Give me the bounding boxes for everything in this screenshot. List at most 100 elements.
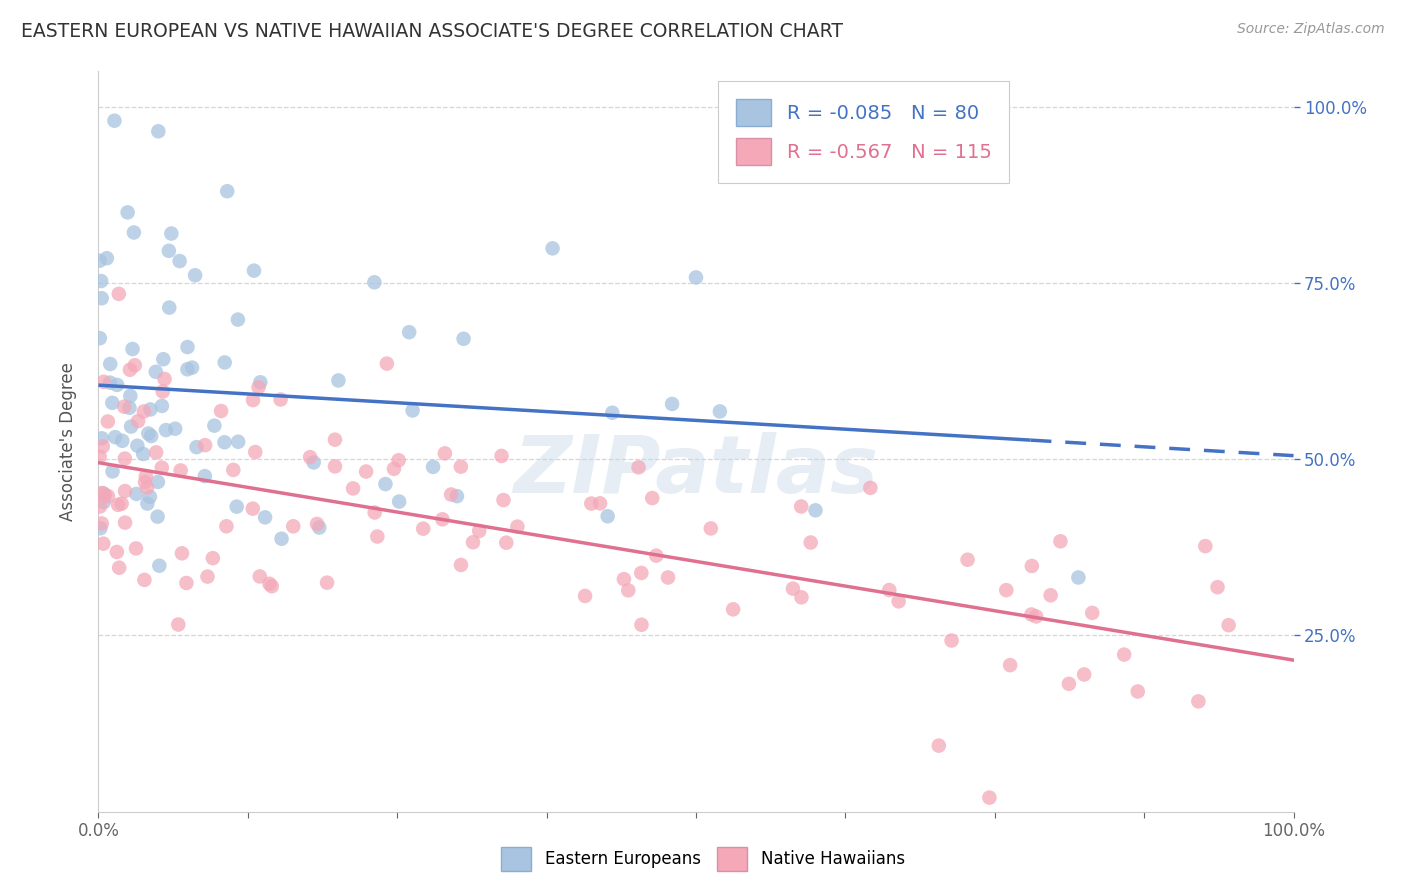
Point	[506, 519, 529, 533]
Point	[254, 510, 277, 524]
Point	[245, 445, 267, 459]
Point	[146, 509, 169, 524]
Point	[630, 617, 652, 632]
Point	[121, 342, 143, 356]
Point	[148, 124, 170, 138]
Point	[136, 426, 159, 441]
Point	[226, 312, 249, 326]
Point	[1114, 648, 1136, 662]
Point	[323, 433, 346, 447]
Point	[91, 536, 114, 550]
Point	[186, 440, 208, 454]
Point	[354, 465, 377, 479]
Point	[214, 435, 236, 450]
Point	[1081, 606, 1104, 620]
Point	[283, 519, 305, 533]
Point	[709, 404, 731, 418]
Point	[120, 419, 142, 434]
Point	[249, 569, 271, 583]
Point	[804, 503, 827, 517]
Point	[721, 602, 744, 616]
Point	[995, 583, 1018, 598]
Point	[1021, 559, 1043, 574]
Point	[201, 551, 224, 566]
Point	[215, 519, 238, 533]
Point	[630, 566, 652, 580]
Point	[145, 445, 167, 459]
Point	[596, 509, 619, 524]
Legend: R = -0.085   N = 80, R = -0.567   N = 115: R = -0.085 N = 80, R = -0.567 N = 115	[718, 81, 1010, 183]
Point	[155, 423, 177, 437]
Point	[176, 576, 198, 591]
Point	[90, 291, 112, 305]
Point	[382, 462, 405, 476]
Point	[127, 439, 149, 453]
Point	[148, 558, 170, 573]
Point	[194, 438, 217, 452]
Point	[141, 429, 163, 443]
Point	[152, 384, 174, 399]
Point	[1049, 534, 1071, 549]
Point	[112, 400, 135, 414]
Point	[790, 591, 813, 605]
Point	[94, 488, 117, 502]
Point	[125, 487, 148, 501]
Point	[685, 270, 707, 285]
Point	[170, 546, 193, 560]
Point	[260, 579, 283, 593]
Point	[90, 431, 112, 445]
Point	[114, 484, 136, 499]
Point	[302, 455, 325, 469]
Point	[1021, 607, 1043, 622]
Point	[790, 500, 813, 514]
Point	[103, 113, 125, 128]
Point	[979, 790, 1001, 805]
Point	[122, 226, 145, 240]
Point	[491, 449, 513, 463]
Point	[132, 447, 155, 461]
Point	[93, 495, 115, 509]
Point	[169, 463, 191, 477]
Point	[308, 520, 330, 534]
Point	[89, 253, 111, 268]
Point	[176, 362, 198, 376]
Text: ZIPatlas: ZIPatlas	[513, 432, 879, 510]
Point	[125, 541, 148, 556]
Point	[105, 545, 128, 559]
Point	[887, 594, 910, 608]
Point	[388, 494, 411, 508]
Point	[89, 331, 111, 345]
Point	[111, 434, 134, 448]
Point	[89, 521, 111, 535]
Point	[581, 497, 603, 511]
Point	[374, 477, 396, 491]
Point	[118, 401, 141, 415]
Point	[107, 498, 129, 512]
Point	[328, 374, 350, 388]
Point	[136, 497, 159, 511]
Point	[270, 392, 292, 407]
Point	[363, 275, 385, 289]
Point	[90, 274, 112, 288]
Point	[145, 365, 167, 379]
Point	[242, 501, 264, 516]
Point	[247, 380, 270, 394]
Point	[432, 512, 454, 526]
Point	[152, 352, 174, 367]
Point	[194, 469, 217, 483]
Point	[249, 376, 271, 390]
Point	[1126, 684, 1149, 698]
Point	[401, 403, 423, 417]
Point	[91, 439, 114, 453]
Point	[124, 358, 146, 372]
Point	[167, 617, 190, 632]
Point	[641, 491, 664, 505]
Point	[1187, 694, 1209, 708]
Point	[89, 500, 111, 514]
Point	[89, 450, 111, 464]
Point	[117, 205, 139, 219]
Point	[150, 460, 173, 475]
Point	[157, 301, 180, 315]
Point	[146, 475, 169, 489]
Point	[305, 516, 328, 531]
